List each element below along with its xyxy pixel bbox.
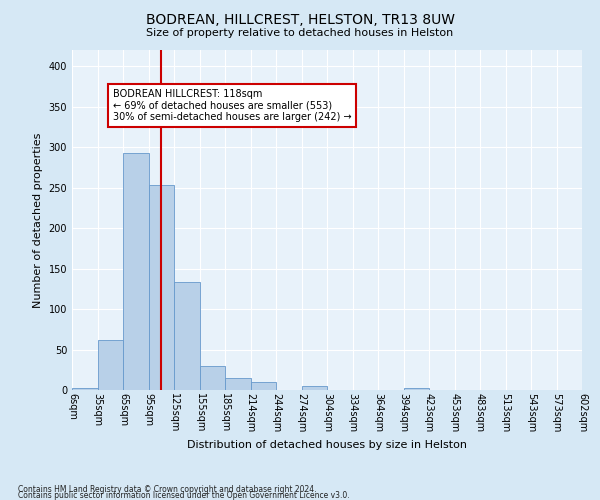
Bar — [199, 366, 225, 390]
Text: BODREAN, HILLCREST, HELSTON, TR13 8UW: BODREAN, HILLCREST, HELSTON, TR13 8UW — [146, 12, 455, 26]
Text: Contains HM Land Registry data © Crown copyright and database right 2024.: Contains HM Land Registry data © Crown c… — [18, 485, 317, 494]
Text: Size of property relative to detached houses in Helston: Size of property relative to detached ho… — [146, 28, 454, 38]
Text: Contains public sector information licensed under the Open Government Licence v3: Contains public sector information licen… — [18, 490, 350, 500]
Bar — [225, 378, 251, 390]
Y-axis label: Number of detached properties: Number of detached properties — [33, 132, 43, 308]
Bar — [97, 340, 123, 390]
Bar — [174, 282, 199, 390]
Bar — [149, 185, 174, 390]
Bar — [404, 388, 429, 390]
Bar — [302, 386, 327, 390]
Bar — [72, 388, 97, 390]
Text: BODREAN HILLCREST: 118sqm
← 69% of detached houses are smaller (553)
30% of semi: BODREAN HILLCREST: 118sqm ← 69% of detac… — [113, 89, 352, 122]
Bar — [123, 153, 149, 390]
Bar — [251, 382, 276, 390]
X-axis label: Distribution of detached houses by size in Helston: Distribution of detached houses by size … — [187, 440, 467, 450]
